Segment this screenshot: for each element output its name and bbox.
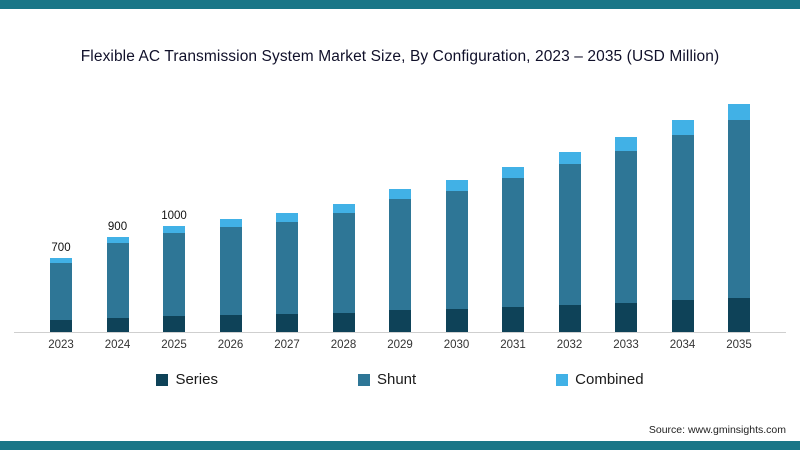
x-tick-2031: 2031 [500, 339, 526, 351]
stacked-bar-2025 [163, 225, 185, 332]
legend-item-series: Series [156, 371, 218, 388]
chart-title: Flexible AC Transmission System Market S… [80, 48, 720, 65]
legend-label-combined: Combined [575, 371, 644, 388]
bar-column-2031 [488, 150, 538, 332]
bar-column-2028 [319, 187, 369, 332]
legend-swatch-series-icon [156, 373, 169, 386]
stacked-bar-2034 [671, 119, 694, 332]
stacked-bar-2029 [389, 188, 411, 332]
bar-column-2024: 900 [93, 220, 143, 332]
segment-series-2027 [276, 314, 298, 332]
segment-combined-2028 [332, 203, 355, 213]
segment-shunt-2035 [728, 119, 750, 298]
legend-label-series: Series [175, 371, 218, 388]
segment-combined-2029 [389, 188, 411, 199]
segment-series-2030 [445, 309, 468, 332]
segment-series-2032 [558, 304, 581, 332]
x-tick-2025: 2025 [161, 339, 187, 351]
legend-swatch-combined-icon [556, 373, 569, 386]
segment-shunt-2032 [558, 164, 581, 305]
segment-combined-2024 [106, 236, 129, 244]
segment-shunt-2028 [332, 212, 355, 313]
segment-series-2026 [219, 315, 242, 332]
segment-shunt-2026 [219, 226, 242, 316]
bar-column-2030 [432, 163, 482, 332]
legend-item-shunt: Shunt [357, 371, 417, 388]
segment-combined-2032 [558, 151, 581, 165]
x-tick-2030: 2030 [443, 339, 470, 351]
x-tick-2033: 2033 [613, 339, 639, 351]
data-label-2025: 1000 [161, 209, 187, 222]
legend-swatch-shunt-icon [357, 373, 370, 386]
segment-series-2028 [332, 312, 355, 332]
stacked-bar-2030 [445, 180, 468, 332]
segment-combined-2026 [219, 218, 242, 227]
bar-column-2027 [262, 196, 312, 332]
x-tick-2027: 2027 [274, 339, 300, 351]
segment-combined-2030 [445, 180, 468, 191]
x-tick-2034: 2034 [669, 339, 696, 351]
stacked-bar-2033 [615, 136, 637, 332]
x-tick-2035: 2035 [726, 339, 752, 351]
bar-column-2029 [375, 172, 425, 332]
segment-shunt-2027 [276, 221, 298, 315]
segment-combined-2031 [502, 166, 524, 179]
source-attribution: Source: www.gminsights.com [648, 424, 786, 436]
bar-column-2034 [658, 103, 708, 332]
segment-series-2033 [615, 302, 637, 332]
x-tick-2032: 2032 [556, 339, 583, 351]
x-tick-2026: 2026 [217, 339, 244, 351]
segment-series-2035 [728, 297, 750, 332]
segment-shunt-2034 [671, 134, 694, 301]
segment-shunt-2024 [106, 243, 129, 318]
top-accent-bar [0, 0, 800, 9]
segment-combined-2027 [276, 213, 298, 222]
stacked-bar-2024 [106, 236, 129, 332]
segment-series-2025 [163, 316, 185, 332]
bottom-accent-bar [0, 441, 800, 450]
x-tick-2023: 2023 [48, 339, 74, 351]
legend-label-shunt: Shunt [376, 371, 417, 388]
segment-shunt-2025 [163, 233, 185, 317]
x-axis-labels: 2023 2024 2025 2026 2027 2028 2029 2030 2031 2032… [14, 332, 786, 351]
bar-column-2025: 1000 [149, 209, 199, 332]
bar-column-2026 [206, 202, 256, 332]
stacked-bar-chart: 700 900 1000 2023 2024 2025 2026 2027 2028 2029 2… [0, 70, 800, 351]
segment-series-2034 [671, 300, 694, 332]
data-label-2024: 900 [107, 220, 128, 233]
plot-area: 700 900 1000 [14, 70, 786, 332]
segment-shunt-2031 [502, 178, 524, 308]
segment-series-2023 [50, 320, 72, 332]
x-tick-2024: 2024 [104, 339, 131, 351]
stacked-bar-2035 [728, 104, 750, 332]
x-tick-2028: 2028 [330, 339, 357, 351]
stacked-bar-2028 [332, 203, 355, 332]
bar-column-2023: 700 [36, 241, 86, 332]
segment-combined-2033 [615, 136, 637, 151]
segment-combined-2035 [728, 104, 750, 120]
segment-combined-2025 [163, 225, 185, 234]
segment-shunt-2029 [389, 198, 411, 311]
segment-shunt-2033 [615, 150, 637, 303]
legend: Series Shunt Combined [0, 371, 800, 388]
segment-combined-2023 [50, 257, 72, 264]
bar-column-2035 [714, 87, 764, 332]
stacked-bar-2031 [502, 166, 524, 332]
data-label-2023: 700 [51, 241, 71, 254]
bar-column-2032 [545, 135, 595, 332]
x-tick-2029: 2029 [387, 339, 413, 351]
bar-column-2033 [601, 120, 651, 332]
segment-combined-2034 [671, 119, 694, 135]
segment-shunt-2023 [50, 263, 72, 321]
legend-item-combined: Combined [556, 371, 644, 388]
stacked-bar-2026 [219, 218, 242, 332]
stacked-bar-2032 [558, 151, 581, 332]
segment-series-2024 [106, 317, 129, 332]
segment-shunt-2030 [445, 190, 468, 310]
segment-series-2031 [502, 307, 524, 332]
stacked-bar-2027 [276, 213, 298, 332]
stacked-bar-2023 [50, 257, 72, 332]
segment-series-2029 [389, 310, 411, 332]
